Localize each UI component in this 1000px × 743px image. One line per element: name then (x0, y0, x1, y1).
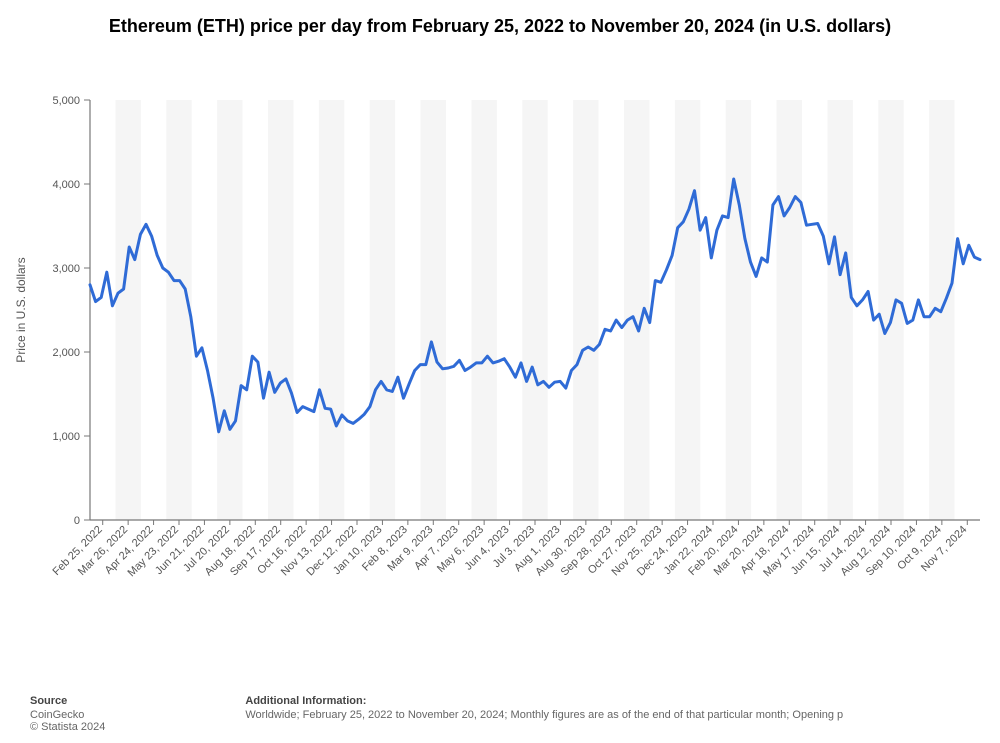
svg-text:2,000: 2,000 (52, 347, 80, 359)
chart-area: 01,0002,0003,0004,0005,000Feb 25, 2022Ma… (0, 80, 1000, 640)
source-heading: Source (30, 695, 105, 707)
additional-heading: Additional Information: (245, 695, 970, 707)
additional-value: Worldwide; February 25, 2022 to November… (245, 709, 970, 721)
footer-source: Source CoinGecko © Statista 2024 (30, 695, 105, 733)
line-chart-svg: 01,0002,0003,0004,0005,000Feb 25, 2022Ma… (0, 80, 1000, 640)
svg-text:1,000: 1,000 (52, 431, 80, 443)
source-value: CoinGecko (30, 709, 105, 721)
svg-text:3,000: 3,000 (52, 263, 80, 275)
svg-text:Price in U.S. dollars: Price in U.S. dollars (14, 257, 28, 362)
svg-text:0: 0 (74, 515, 80, 527)
chart-container: Ethereum (ETH) price per day from Februa… (0, 0, 1000, 743)
svg-text:5,000: 5,000 (52, 95, 80, 107)
footer-additional: Additional Information: Worldwide; Febru… (245, 695, 970, 733)
chart-title: Ethereum (ETH) price per day from Februa… (0, 0, 1000, 42)
svg-text:4,000: 4,000 (52, 179, 80, 191)
copyright: © Statista 2024 (30, 721, 105, 733)
chart-footer: Source CoinGecko © Statista 2024 Additio… (30, 695, 970, 733)
